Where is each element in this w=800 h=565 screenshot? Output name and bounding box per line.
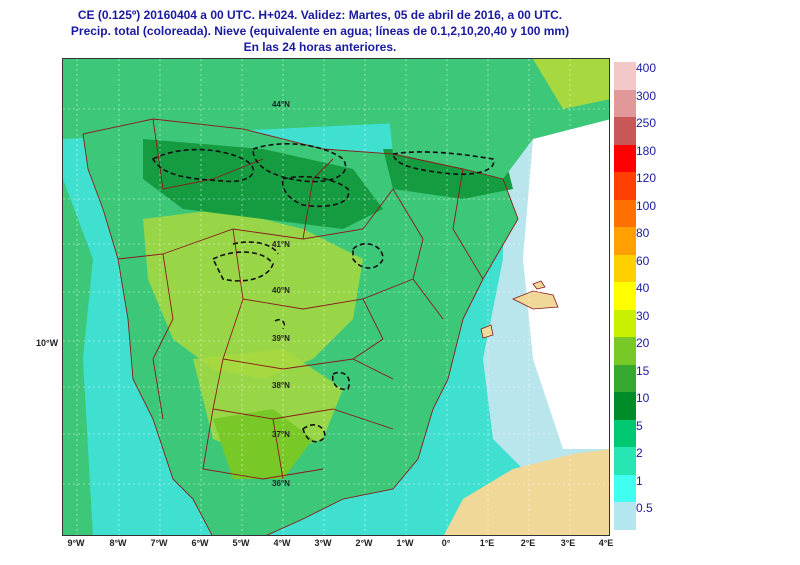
legend-label: 100 xyxy=(636,198,657,213)
lon-label: 9°W xyxy=(67,538,85,548)
legend-swatch xyxy=(614,254,636,283)
legend-label: 5 xyxy=(636,418,643,433)
lat-label: 40°N xyxy=(272,286,290,295)
legend-swatch xyxy=(614,337,636,366)
map-title-line-2: Precip. total (coloreada). Nieve (equiva… xyxy=(70,24,570,38)
map-title-line-3: En las 24 horas anteriores. xyxy=(243,40,397,54)
lon-label: 4°W xyxy=(273,538,291,548)
precip-color-legend xyxy=(614,62,636,531)
legend-swatch xyxy=(614,282,636,311)
legend-label: 15 xyxy=(636,363,650,378)
legend-swatch xyxy=(614,364,636,393)
lon-label: 1°E xyxy=(479,538,495,548)
andalusia-precip xyxy=(213,409,313,479)
lon-label: 6°W xyxy=(191,538,209,548)
lon-label: 5°W xyxy=(232,538,250,548)
lon-label: 0° xyxy=(441,538,451,548)
legend-swatch xyxy=(614,309,636,338)
legend-label: 30 xyxy=(636,308,650,323)
mallorca-island xyxy=(512,290,559,310)
legend-swatch xyxy=(614,62,636,91)
legend-label: 300 xyxy=(636,88,657,103)
legend-label: 80 xyxy=(636,226,650,241)
legend-swatch xyxy=(614,447,636,476)
legend-swatch xyxy=(614,199,636,228)
legend-label: 0.5 xyxy=(636,501,653,516)
legend-label: 20 xyxy=(636,336,650,351)
lat-lon-grid xyxy=(63,59,609,535)
legend-swatch xyxy=(614,419,636,448)
legend-swatch xyxy=(614,172,636,201)
legend-label: 40 xyxy=(636,281,650,296)
lon-label: 3°W xyxy=(314,538,332,548)
legend-label: 250 xyxy=(636,116,657,131)
ibiza-island xyxy=(480,324,494,339)
legend-swatch xyxy=(614,392,636,421)
atlantic-sea xyxy=(63,59,93,535)
lat-label: 38°N xyxy=(272,381,290,390)
map-title-line-1: CE (0.125º) 20160404 a 00 UTC. H+024. Va… xyxy=(77,8,563,22)
map-canvas xyxy=(63,59,609,535)
legend-label: 120 xyxy=(636,171,657,186)
legend-label: 60 xyxy=(636,253,650,268)
lat-label: 37°N xyxy=(272,430,290,439)
lon-label: 8°W xyxy=(109,538,127,548)
bay-of-biscay xyxy=(63,59,483,139)
menorca-island xyxy=(532,280,546,290)
lat-label: 44°N xyxy=(272,100,290,109)
lon-label: 4°E xyxy=(598,538,614,548)
legend-swatch xyxy=(614,227,636,256)
left-lon-label: 10°W xyxy=(36,338,59,348)
snow-contours xyxy=(151,143,495,443)
dry-sea-area xyxy=(523,119,609,449)
northern-heavy-precip xyxy=(143,139,383,229)
legend-swatch xyxy=(614,502,636,531)
north-africa xyxy=(444,449,609,535)
legend-label: 400 xyxy=(636,61,657,75)
lat-label: 41°N xyxy=(272,240,290,249)
legend-swatch xyxy=(614,474,636,503)
lon-label: 1°W xyxy=(396,538,414,548)
precipitation-map xyxy=(62,58,610,536)
lon-label: 2°W xyxy=(355,538,373,548)
lat-label: 39°N xyxy=(272,334,290,343)
lat-label: 36°N xyxy=(272,479,290,488)
legend-swatch xyxy=(614,117,636,146)
lon-label: 7°W xyxy=(150,538,168,548)
legend-swatch xyxy=(614,144,636,173)
lon-label: 3°E xyxy=(560,538,576,548)
legend-label: 180 xyxy=(636,143,657,158)
lon-label: 2°E xyxy=(520,538,536,548)
france-precip-area xyxy=(533,59,609,109)
legend-swatch xyxy=(614,89,636,118)
legend-label: 1 xyxy=(636,473,643,488)
legend-label: 2 xyxy=(636,446,643,461)
legend-label: 10 xyxy=(636,391,650,406)
administrative-borders xyxy=(82,118,519,535)
interior-meseta-precip xyxy=(143,209,363,379)
